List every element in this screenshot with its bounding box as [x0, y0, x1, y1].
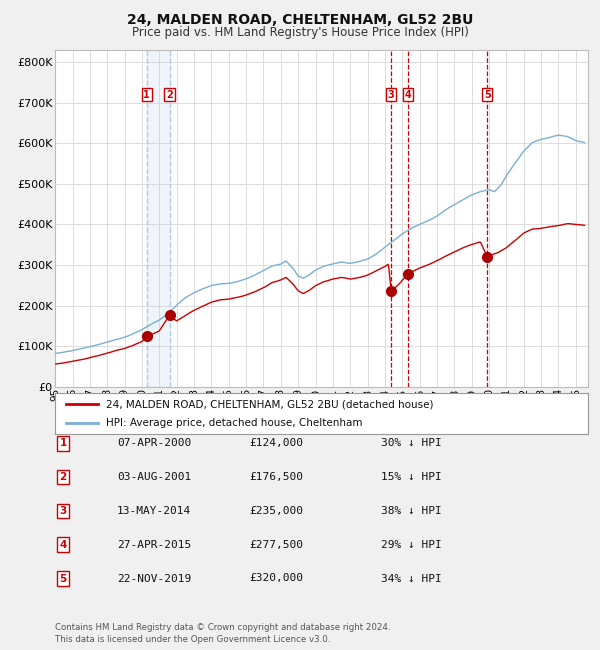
Text: This data is licensed under the Open Government Licence v3.0.: This data is licensed under the Open Gov… — [55, 634, 331, 644]
Text: 3: 3 — [388, 90, 395, 99]
Text: 03-AUG-2001: 03-AUG-2001 — [117, 472, 191, 482]
Text: 1: 1 — [143, 90, 150, 99]
Text: 22-NOV-2019: 22-NOV-2019 — [117, 573, 191, 584]
Text: 38% ↓ HPI: 38% ↓ HPI — [381, 506, 442, 516]
Bar — [146, 50, 170, 387]
Text: 34% ↓ HPI: 34% ↓ HPI — [381, 573, 442, 584]
Text: 27-APR-2015: 27-APR-2015 — [117, 540, 191, 550]
Text: 07-APR-2000: 07-APR-2000 — [117, 438, 191, 448]
Text: £277,500: £277,500 — [249, 540, 303, 550]
Text: 3: 3 — [59, 506, 67, 516]
Text: Contains HM Land Registry data © Crown copyright and database right 2024.: Contains HM Land Registry data © Crown c… — [55, 623, 391, 632]
Text: HPI: Average price, detached house, Cheltenham: HPI: Average price, detached house, Chel… — [106, 418, 362, 428]
Text: 5: 5 — [484, 90, 491, 99]
Text: 5: 5 — [59, 573, 67, 584]
Text: £235,000: £235,000 — [249, 506, 303, 516]
Text: 1: 1 — [59, 438, 67, 448]
Text: 2: 2 — [166, 90, 173, 99]
Text: 13-MAY-2014: 13-MAY-2014 — [117, 506, 191, 516]
Text: 4: 4 — [59, 540, 67, 550]
Text: £124,000: £124,000 — [249, 438, 303, 448]
Text: £176,500: £176,500 — [249, 472, 303, 482]
Text: Price paid vs. HM Land Registry's House Price Index (HPI): Price paid vs. HM Land Registry's House … — [131, 26, 469, 39]
Text: 29% ↓ HPI: 29% ↓ HPI — [381, 540, 442, 550]
Text: 24, MALDEN ROAD, CHELTENHAM, GL52 2BU: 24, MALDEN ROAD, CHELTENHAM, GL52 2BU — [127, 13, 473, 27]
Text: 24, MALDEN ROAD, CHELTENHAM, GL52 2BU (detached house): 24, MALDEN ROAD, CHELTENHAM, GL52 2BU (d… — [106, 399, 433, 409]
Text: 4: 4 — [404, 90, 411, 99]
Text: £320,000: £320,000 — [249, 573, 303, 584]
Text: 2: 2 — [59, 472, 67, 482]
Text: 30% ↓ HPI: 30% ↓ HPI — [381, 438, 442, 448]
Text: 15% ↓ HPI: 15% ↓ HPI — [381, 472, 442, 482]
